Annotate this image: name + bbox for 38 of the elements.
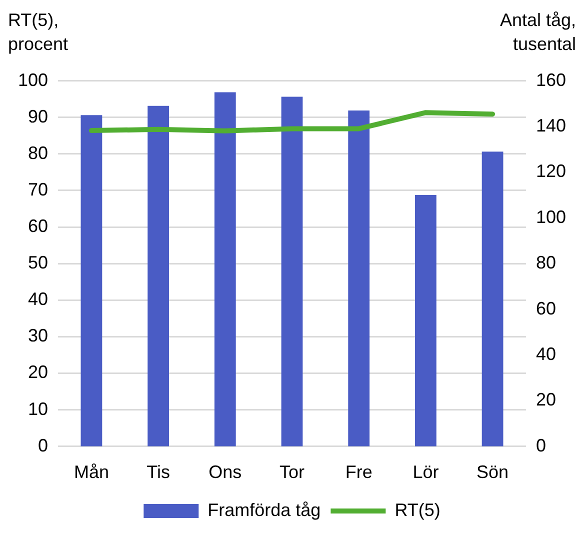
y-tick-label: 90 <box>28 106 48 126</box>
y2-tick-label: 160 <box>536 70 566 90</box>
x-tick-label: Mån <box>74 462 109 482</box>
y-tick-label: 10 <box>28 398 48 419</box>
legend-label: RT(5) <box>394 500 440 520</box>
bar <box>482 152 504 446</box>
x-tick-label: Tor <box>279 462 305 482</box>
y-tick-label: 100 <box>18 70 48 90</box>
x-tick-label: Tis <box>146 462 170 482</box>
y-tick-label: 0 <box>38 435 48 456</box>
y-tick-label: 30 <box>28 326 48 346</box>
y-tick-label: 80 <box>28 142 48 163</box>
y-tick-label: 60 <box>28 216 48 236</box>
y2-tick-label: 80 <box>536 252 556 273</box>
y2-tick-label: 60 <box>536 298 556 318</box>
bar <box>348 110 370 446</box>
y2-tick-label: 20 <box>536 390 556 410</box>
legend-label: Framförda tåg <box>208 500 321 520</box>
y-tick-label: 20 <box>28 362 48 382</box>
bar <box>281 96 303 446</box>
y2-tick-label: 120 <box>536 161 566 182</box>
x-tick-label: Ons <box>208 462 242 482</box>
bar <box>148 106 169 446</box>
y-tick-label: 70 <box>28 179 48 200</box>
bar <box>214 92 236 446</box>
x-tick-label: Lör <box>412 462 439 482</box>
y2-tick-label: 0 <box>536 435 546 456</box>
y2-tick-label: 140 <box>536 115 566 136</box>
y-axis-title: RT(5), procent <box>8 9 68 56</box>
y2-axis-title: Antal tåg, tusental <box>500 9 576 56</box>
bar <box>80 115 102 446</box>
y2-tick-label: 40 <box>536 344 556 364</box>
y-tick-label: 40 <box>28 289 48 310</box>
y2-tick-label: 100 <box>536 206 566 227</box>
x-tick-label: Fre <box>345 462 372 482</box>
x-tick-label: Sön <box>476 462 509 482</box>
y-tick-label: 50 <box>28 252 48 273</box>
bar <box>415 195 436 446</box>
